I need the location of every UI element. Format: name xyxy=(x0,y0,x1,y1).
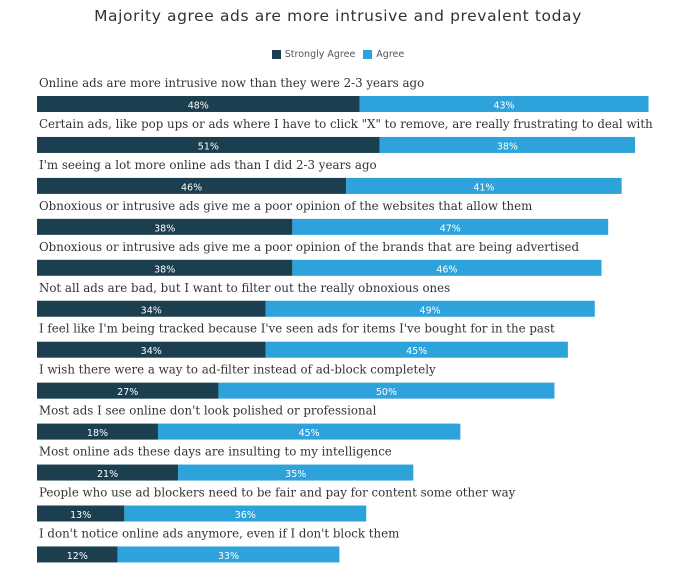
bar-strongly-agree-10 xyxy=(37,464,179,481)
legend-swatch-strongly-agree xyxy=(271,50,281,59)
legend-entry-strongly-agree: Strongly Agree xyxy=(271,49,356,60)
category-label-2: Certain ads, like pop ups or ads where I… xyxy=(39,117,653,131)
bar-agree-11 xyxy=(124,505,367,522)
category-label-11: People who use ad blockers need to be fa… xyxy=(39,486,516,500)
category-label-1: Online ads are more intrusive now than t… xyxy=(39,76,424,90)
bar-agree-4 xyxy=(292,218,609,235)
value-label-agree-3: 41% xyxy=(473,182,494,193)
value-label-strongly-agree-12: 12% xyxy=(67,551,88,562)
bar-strongly-agree-5 xyxy=(37,259,293,276)
value-label-agree-6: 49% xyxy=(420,305,441,316)
value-label-strongly-agree-4: 38% xyxy=(154,223,175,234)
category-label-12: I don't notice online ads anymore, even … xyxy=(39,526,399,540)
category-label-6: Not all ads are bad, but I want to filte… xyxy=(39,281,450,295)
value-label-agree-7: 45% xyxy=(406,346,427,357)
value-label-strongly-agree-3: 46% xyxy=(181,182,202,193)
value-label-strongly-agree-10: 21% xyxy=(97,469,118,480)
value-label-strongly-agree-2: 51% xyxy=(198,141,219,152)
value-label-agree-9: 45% xyxy=(299,428,320,439)
bar-agree-2 xyxy=(379,136,636,153)
category-label-5: Obnoxious or intrusive ads give me a poo… xyxy=(39,240,579,254)
bar-agree-1 xyxy=(359,96,649,112)
value-label-strongly-agree-8: 27% xyxy=(117,387,138,398)
value-label-strongly-agree-9: 18% xyxy=(87,428,108,439)
value-label-agree-11: 36% xyxy=(235,510,256,521)
value-label-strongly-agree-6: 34% xyxy=(141,305,162,316)
legend-label-agree: Agree xyxy=(376,49,405,60)
bar-strongly-agree-7 xyxy=(37,341,266,358)
value-label-strongly-agree-1: 48% xyxy=(188,101,209,112)
legend-entry-agree: Agree xyxy=(363,49,404,60)
value-label-agree-1: 43% xyxy=(493,101,514,112)
bar-strongly-agree-8 xyxy=(37,382,219,399)
category-label-8: I wish there were a way to ad-filter ins… xyxy=(39,363,436,377)
bar-strongly-agree-11 xyxy=(37,505,125,522)
bar-agree-10 xyxy=(178,464,414,481)
chart-title: Majority agree ads are more intrusive an… xyxy=(94,7,582,25)
value-label-agree-5: 46% xyxy=(436,264,457,275)
bar-agree-8 xyxy=(218,382,555,399)
category-label-10: Most online ads these days are insulting… xyxy=(39,445,392,459)
category-label-9: Most ads I see online don't look polishe… xyxy=(39,404,377,418)
category-label-7: I feel like I'm being tracked because I'… xyxy=(39,322,555,336)
value-label-agree-4: 47% xyxy=(440,223,461,234)
bar-agree-9 xyxy=(157,423,461,440)
bar-strongly-agree-9 xyxy=(37,423,158,440)
value-label-agree-12: 33% xyxy=(218,551,239,562)
bar-agree-7 xyxy=(265,341,568,358)
bar-agree-6 xyxy=(265,300,595,317)
bar-strongly-agree-4 xyxy=(37,218,293,235)
category-label-4: Obnoxious or intrusive ads give me a poo… xyxy=(39,199,532,213)
value-label-strongly-agree-5: 38% xyxy=(154,264,175,275)
value-label-agree-8: 50% xyxy=(376,387,397,398)
legend-swatch-agree xyxy=(363,50,373,59)
bar-agree-12 xyxy=(117,546,340,563)
bar-agree-5 xyxy=(292,259,602,276)
legend: Strongly Agree Agree xyxy=(0,49,676,60)
legend-label-strongly-agree: Strongly Agree xyxy=(284,49,356,60)
bar-strongly-agree-2 xyxy=(37,136,380,153)
bar-agree-3 xyxy=(346,177,622,194)
value-label-agree-2: 38% xyxy=(497,141,518,152)
value-label-agree-10: 35% xyxy=(285,469,306,480)
bar-strongly-agree-3 xyxy=(37,177,347,194)
bar-strongly-agree-12 xyxy=(37,546,118,563)
value-label-strongly-agree-11: 13% xyxy=(70,510,91,521)
category-label-3: I'm seeing a lot more online ads than I … xyxy=(39,158,377,172)
bar-strongly-agree-6 xyxy=(37,300,266,317)
value-label-strongly-agree-7: 34% xyxy=(141,346,162,357)
bar-strongly-agree-1 xyxy=(37,96,360,112)
